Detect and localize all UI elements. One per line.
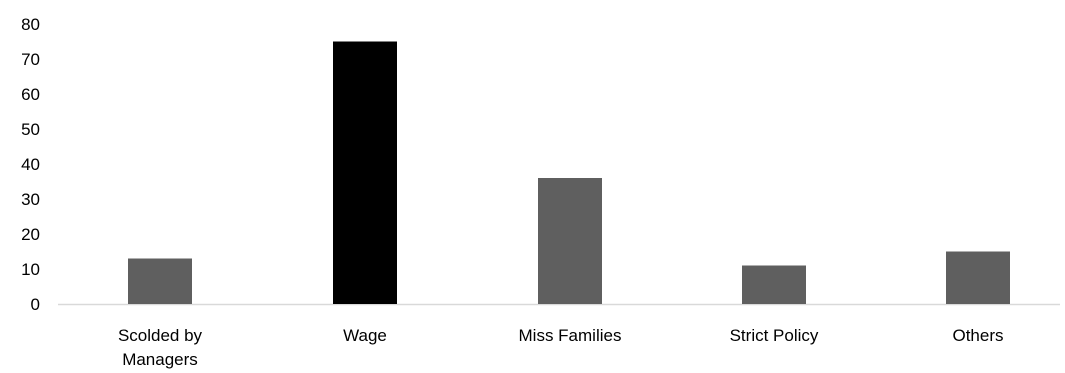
bars (128, 41, 1010, 304)
y-tick-label: 30 (21, 190, 40, 209)
x-category-label: Others (952, 326, 1003, 345)
x-category-label-line: Wage (343, 326, 387, 345)
y-tick-label: 20 (21, 225, 40, 244)
y-axis-tick-labels: 0 10 20 30 40 50 60 70 80 (21, 15, 40, 314)
y-tick-label: 60 (21, 85, 40, 104)
bar (538, 178, 602, 304)
y-tick-label: 80 (21, 15, 40, 34)
x-category-label: Strict Policy (730, 326, 819, 345)
x-category-label: Scolded by Managers (118, 326, 203, 369)
y-tick-label: 10 (21, 260, 40, 279)
x-axis-category-labels: Scolded by Managers Wage Miss Families Stric… (118, 326, 1004, 369)
y-tick-label: 50 (21, 120, 40, 139)
bar (128, 258, 192, 304)
bar (333, 41, 397, 304)
x-category-label-line: Scolded by (118, 326, 203, 345)
x-category-label-line: Others (952, 326, 1003, 345)
x-category-label: Miss Families (519, 326, 622, 345)
bar (742, 265, 806, 304)
y-tick-label: 0 (31, 295, 40, 314)
y-tick-label: 70 (21, 50, 40, 69)
x-category-label: Wage (343, 326, 387, 345)
x-category-label-line: Miss Families (519, 326, 622, 345)
bar (946, 251, 1010, 304)
y-tick-label: 40 (21, 155, 40, 174)
x-category-label-line: Strict Policy (730, 326, 819, 345)
x-category-label-line: Managers (122, 350, 198, 369)
